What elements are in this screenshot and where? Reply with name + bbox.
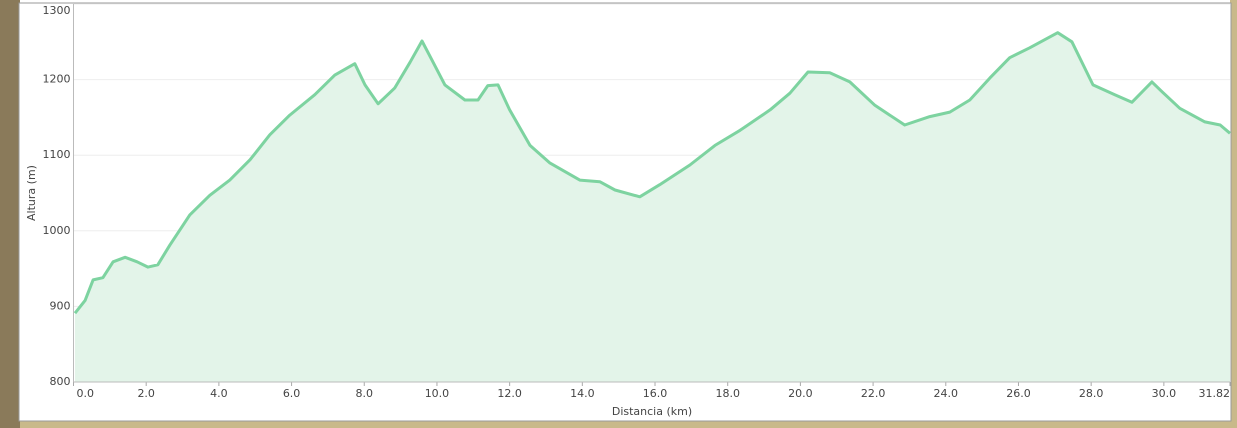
y-tick-label: 1200: [43, 73, 71, 86]
y-tick-label: 900: [50, 299, 71, 312]
x-tick-label: 8.0: [356, 387, 374, 400]
background-map: [20, 420, 1237, 428]
x-tick-label: 4.0: [210, 387, 228, 400]
x-tick-label: 20.0: [788, 387, 813, 400]
line: [73, 31, 1231, 315]
x-tick-label: 31.82: [1199, 387, 1231, 400]
x-tick-label: 16.0: [643, 387, 668, 400]
x-tick-label: 28.0: [1079, 387, 1104, 400]
y-tick-label: 1000: [43, 224, 71, 237]
x-tick-label: 26.0: [1006, 387, 1031, 400]
x-tick-label: 12.0: [497, 387, 522, 400]
y-axis-label: Altura (m): [25, 165, 38, 221]
area: [75, 32, 1230, 382]
x-tick-label: 0.0: [77, 387, 95, 400]
x-tick-label: 6.0: [283, 387, 301, 400]
background-map: [1230, 0, 1237, 428]
x-tick-label: 14.0: [570, 387, 595, 400]
x-tick-label: 30.0: [1152, 387, 1177, 400]
x-tick-label: 10.0: [425, 387, 450, 400]
y-tick-label: 1300: [43, 4, 71, 17]
x-tick-label: 22.0: [861, 387, 886, 400]
x-tick-label: 18.0: [715, 387, 740, 400]
x-tick-label: 24.0: [934, 387, 959, 400]
x-axis-label: Distancia (km): [612, 405, 692, 418]
background-photo: [0, 0, 20, 428]
x-tick-label: 2.0: [137, 387, 155, 400]
y-tick-label: 800: [50, 375, 71, 388]
y-tick-label: 1100: [43, 148, 71, 161]
